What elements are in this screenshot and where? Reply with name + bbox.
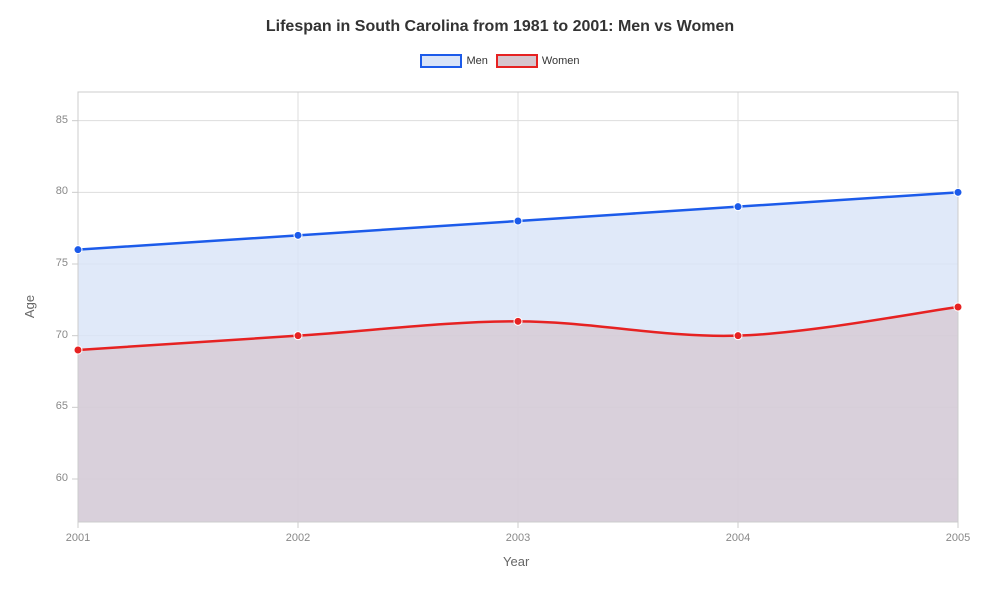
x-tick-label: 2005 <box>938 532 978 544</box>
x-tick-label: 2002 <box>278 532 318 544</box>
chart-container: Lifespan in South Carolina from 1981 to … <box>0 0 1000 600</box>
y-tick-label: 75 <box>56 257 68 269</box>
x-axis-title: Year <box>503 554 529 569</box>
x-tick-label: 2001 <box>58 532 98 544</box>
y-tick-label: 85 <box>56 114 68 126</box>
y-tick-label: 60 <box>56 472 68 484</box>
x-tick-label: 2004 <box>718 532 758 544</box>
x-tick-label: 2003 <box>498 532 538 544</box>
y-tick-label: 80 <box>56 185 68 197</box>
y-axis-title: Age <box>22 295 37 318</box>
y-tick-label: 65 <box>56 400 68 412</box>
plot-area <box>0 0 1000 600</box>
y-tick-label: 70 <box>56 329 68 341</box>
